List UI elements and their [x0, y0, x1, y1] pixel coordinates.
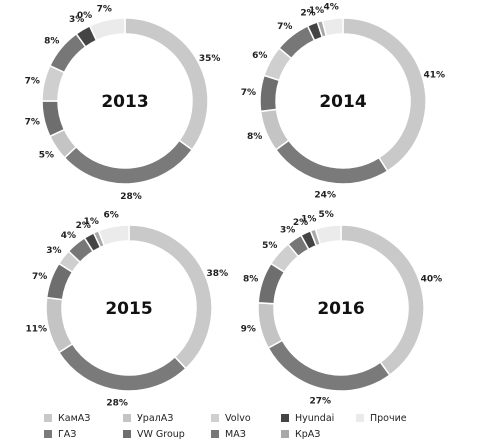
legend-swatch	[356, 414, 364, 422]
slice-label-hyundai: 2%	[76, 221, 91, 231]
legend-item-other: Прочие	[356, 413, 407, 424]
chart-year-label: 2013	[101, 92, 148, 112]
slice-vw-group	[41, 100, 66, 138]
slice-other	[321, 17, 344, 38]
legend-swatch	[44, 430, 52, 438]
slice-label-vw-group: 7%	[241, 88, 256, 98]
slice-label-uralaz: 9%	[241, 325, 256, 335]
slice-label-other: 7%	[97, 4, 112, 14]
legend-swatch	[211, 430, 219, 438]
legend-label: УралАЗ	[137, 413, 173, 424]
slice-label-kamaz: 40%	[421, 275, 443, 285]
slice-gaz	[267, 339, 391, 392]
slice-label-gaz: 28%	[106, 398, 128, 408]
slice-label-vw-group: 7%	[25, 118, 40, 128]
slice-label-kamaz: 38%	[207, 269, 229, 279]
slice-label-hyundai: 2%	[293, 218, 308, 228]
slice-other	[88, 17, 126, 42]
slice-label-gaz: 24%	[314, 190, 336, 200]
slice-uralaz	[259, 108, 290, 151]
legend-item-kraz: КрАЗ	[281, 429, 320, 440]
slice-label-volvo: 7%	[25, 76, 40, 86]
slice-label-gaz: 27%	[310, 397, 332, 407]
legend-swatch	[281, 414, 289, 422]
slice-other	[314, 224, 342, 246]
slice-label-other: 5%	[318, 210, 333, 220]
legend-label: Volvo	[225, 413, 251, 424]
donut-chart-2015: 38% 28% 11% 7% 3%4%2%1% 6% 2015	[26, 211, 229, 409]
slice-label-uralaz: 8%	[247, 132, 262, 142]
slice-label-volvo: 3%	[46, 246, 61, 256]
donut-chart-2013: 35% 28% 5% 7% 7% 8% 3%0% 7% 2013	[25, 4, 221, 202]
slice-label-kraz: 1%	[301, 215, 316, 225]
legend-item-kamaz: КамАЗ	[44, 413, 90, 424]
slice-kamaz	[128, 224, 213, 370]
legend-item-maz: МАЗ	[211, 429, 246, 440]
legend-item-uralaz: УралАЗ	[123, 413, 173, 424]
legend-swatch	[123, 430, 131, 438]
legend: КамАЗ УралАЗ Volvo Hyundai Прочие ГАЗ VW Group…	[44, 413, 407, 440]
chart-year-label: 2015	[105, 299, 152, 319]
slice-label-uralaz: 5%	[39, 150, 54, 160]
donut-chart-2016: 40%27%9%8%5%3%2%1% 5%2016	[241, 210, 442, 407]
slice-gaz	[63, 139, 194, 185]
legend-swatch	[123, 414, 131, 422]
slice-label-kamaz: 35%	[199, 54, 221, 64]
slice-label-maz: 4%	[61, 231, 76, 241]
legend-item-vw-group: VW Group	[123, 429, 185, 440]
legend-label: КрАЗ	[295, 429, 320, 440]
slice-label-maz: 8%	[44, 36, 59, 46]
slice-label-hyundai: 3%	[69, 15, 84, 25]
slice-label-hyundai: 2%	[300, 9, 315, 19]
slice-uralaz	[257, 301, 284, 350]
legend-label: Hyundai	[295, 413, 334, 424]
legend-label: КамАЗ	[58, 413, 90, 424]
slice-label-kraz: 0%	[77, 11, 92, 21]
legend-item-volvo: Volvo	[211, 413, 251, 424]
slice-other	[97, 224, 130, 247]
slice-label-maz: 3%	[280, 225, 295, 235]
legend-label: Прочие	[370, 413, 407, 424]
slice-label-kamaz: 41%	[423, 70, 445, 80]
slice-uralaz	[45, 296, 74, 354]
slice-label-other: 4%	[323, 3, 338, 13]
slice-label-kraz: 1%	[309, 6, 324, 16]
legend-swatch	[44, 414, 52, 422]
slice-gaz	[274, 139, 389, 185]
slice-vw-group	[259, 74, 281, 113]
slice-label-other: 6%	[104, 211, 119, 221]
slice-label-volvo: 6%	[252, 51, 267, 61]
slice-label-kraz: 1%	[84, 217, 99, 227]
slice-kamaz	[124, 17, 209, 151]
slice-label-uralaz: 11%	[26, 325, 48, 335]
legend-swatch	[281, 430, 289, 438]
donut-chart-2014: 41% 24% 8% 7% 6% 7% 2%1% 4% 2014	[241, 3, 445, 201]
slice-label-gaz: 28%	[120, 192, 142, 202]
chart-year-label: 2016	[317, 299, 364, 319]
legend-label: VW Group	[137, 429, 185, 440]
chart-year-label: 2014	[319, 92, 366, 112]
slice-label-volvo: 5%	[262, 241, 277, 251]
slice-label-vw-group: 8%	[243, 275, 258, 285]
legend-label: ГАЗ	[58, 429, 76, 440]
slice-gaz	[57, 342, 187, 392]
slice-label-maz: 7%	[277, 22, 292, 32]
legend-item-hyundai: Hyundai	[281, 413, 334, 424]
slice-label-vw-group: 7%	[32, 272, 47, 282]
legend-swatch	[211, 414, 219, 422]
legend-item-gaz: ГАЗ	[44, 429, 76, 440]
legend-label: МАЗ	[225, 429, 246, 440]
